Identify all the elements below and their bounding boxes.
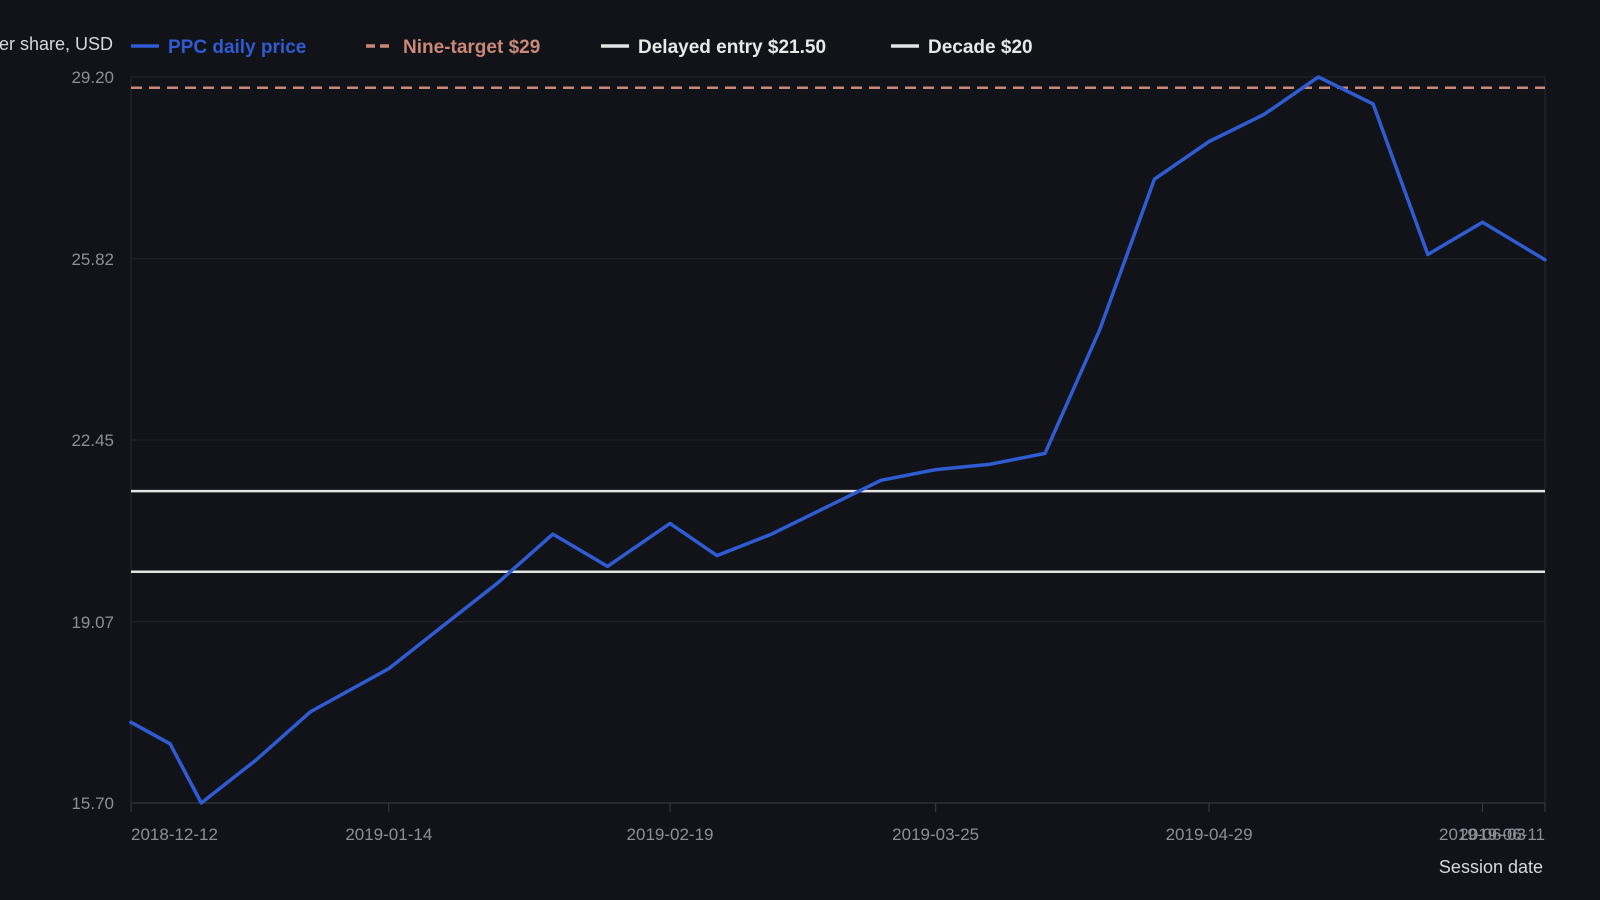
x-axis-ticks: 2018-12-12 2019-01-14 2019-02-19 2019-03-25… [130, 803, 1546, 844]
y-tick-label: 22.45 [71, 431, 114, 450]
x-tick-label: 2019-03-25 [892, 825, 979, 844]
legend: PPC daily price Nine-target $29 Delayed en… [131, 37, 1033, 58]
x-axis-label: Session date [1439, 857, 1543, 877]
y-tick-label: 29.20 [71, 68, 114, 87]
legend-label: Delayed entry $21.50 [638, 37, 826, 58]
gridlines [130, 76, 1546, 804]
price-series [129, 75, 1547, 805]
x-tick-label: 2019-06-11 [1459, 825, 1545, 844]
y-tick-label: 15.70 [71, 794, 114, 813]
legend-label: Decade $20 [928, 37, 1033, 58]
x-tick-label: 2019-06-03 [1439, 825, 1526, 844]
y-tick-label: 25.82 [71, 250, 114, 269]
legend-label: Nine-target $29 [403, 37, 540, 58]
y-tick-label: 19.07 [71, 613, 114, 632]
x-tick-label: 2019-04-29 [1166, 825, 1253, 844]
x-tick-label: 2019-01-14 [345, 825, 432, 844]
x-tick-label: 2018-12-12 [131, 825, 218, 844]
y-axis-ticks: 29.20 25.82 22.45 19.07 15.70 [71, 68, 114, 813]
x-tick-label: 2019-02-19 [627, 825, 714, 844]
reference-lines [131, 86, 1545, 574]
legend-label: PPC daily price [168, 37, 306, 58]
price-line [129, 75, 1547, 805]
y-axis-label: Price per share, USD [0, 34, 113, 54]
